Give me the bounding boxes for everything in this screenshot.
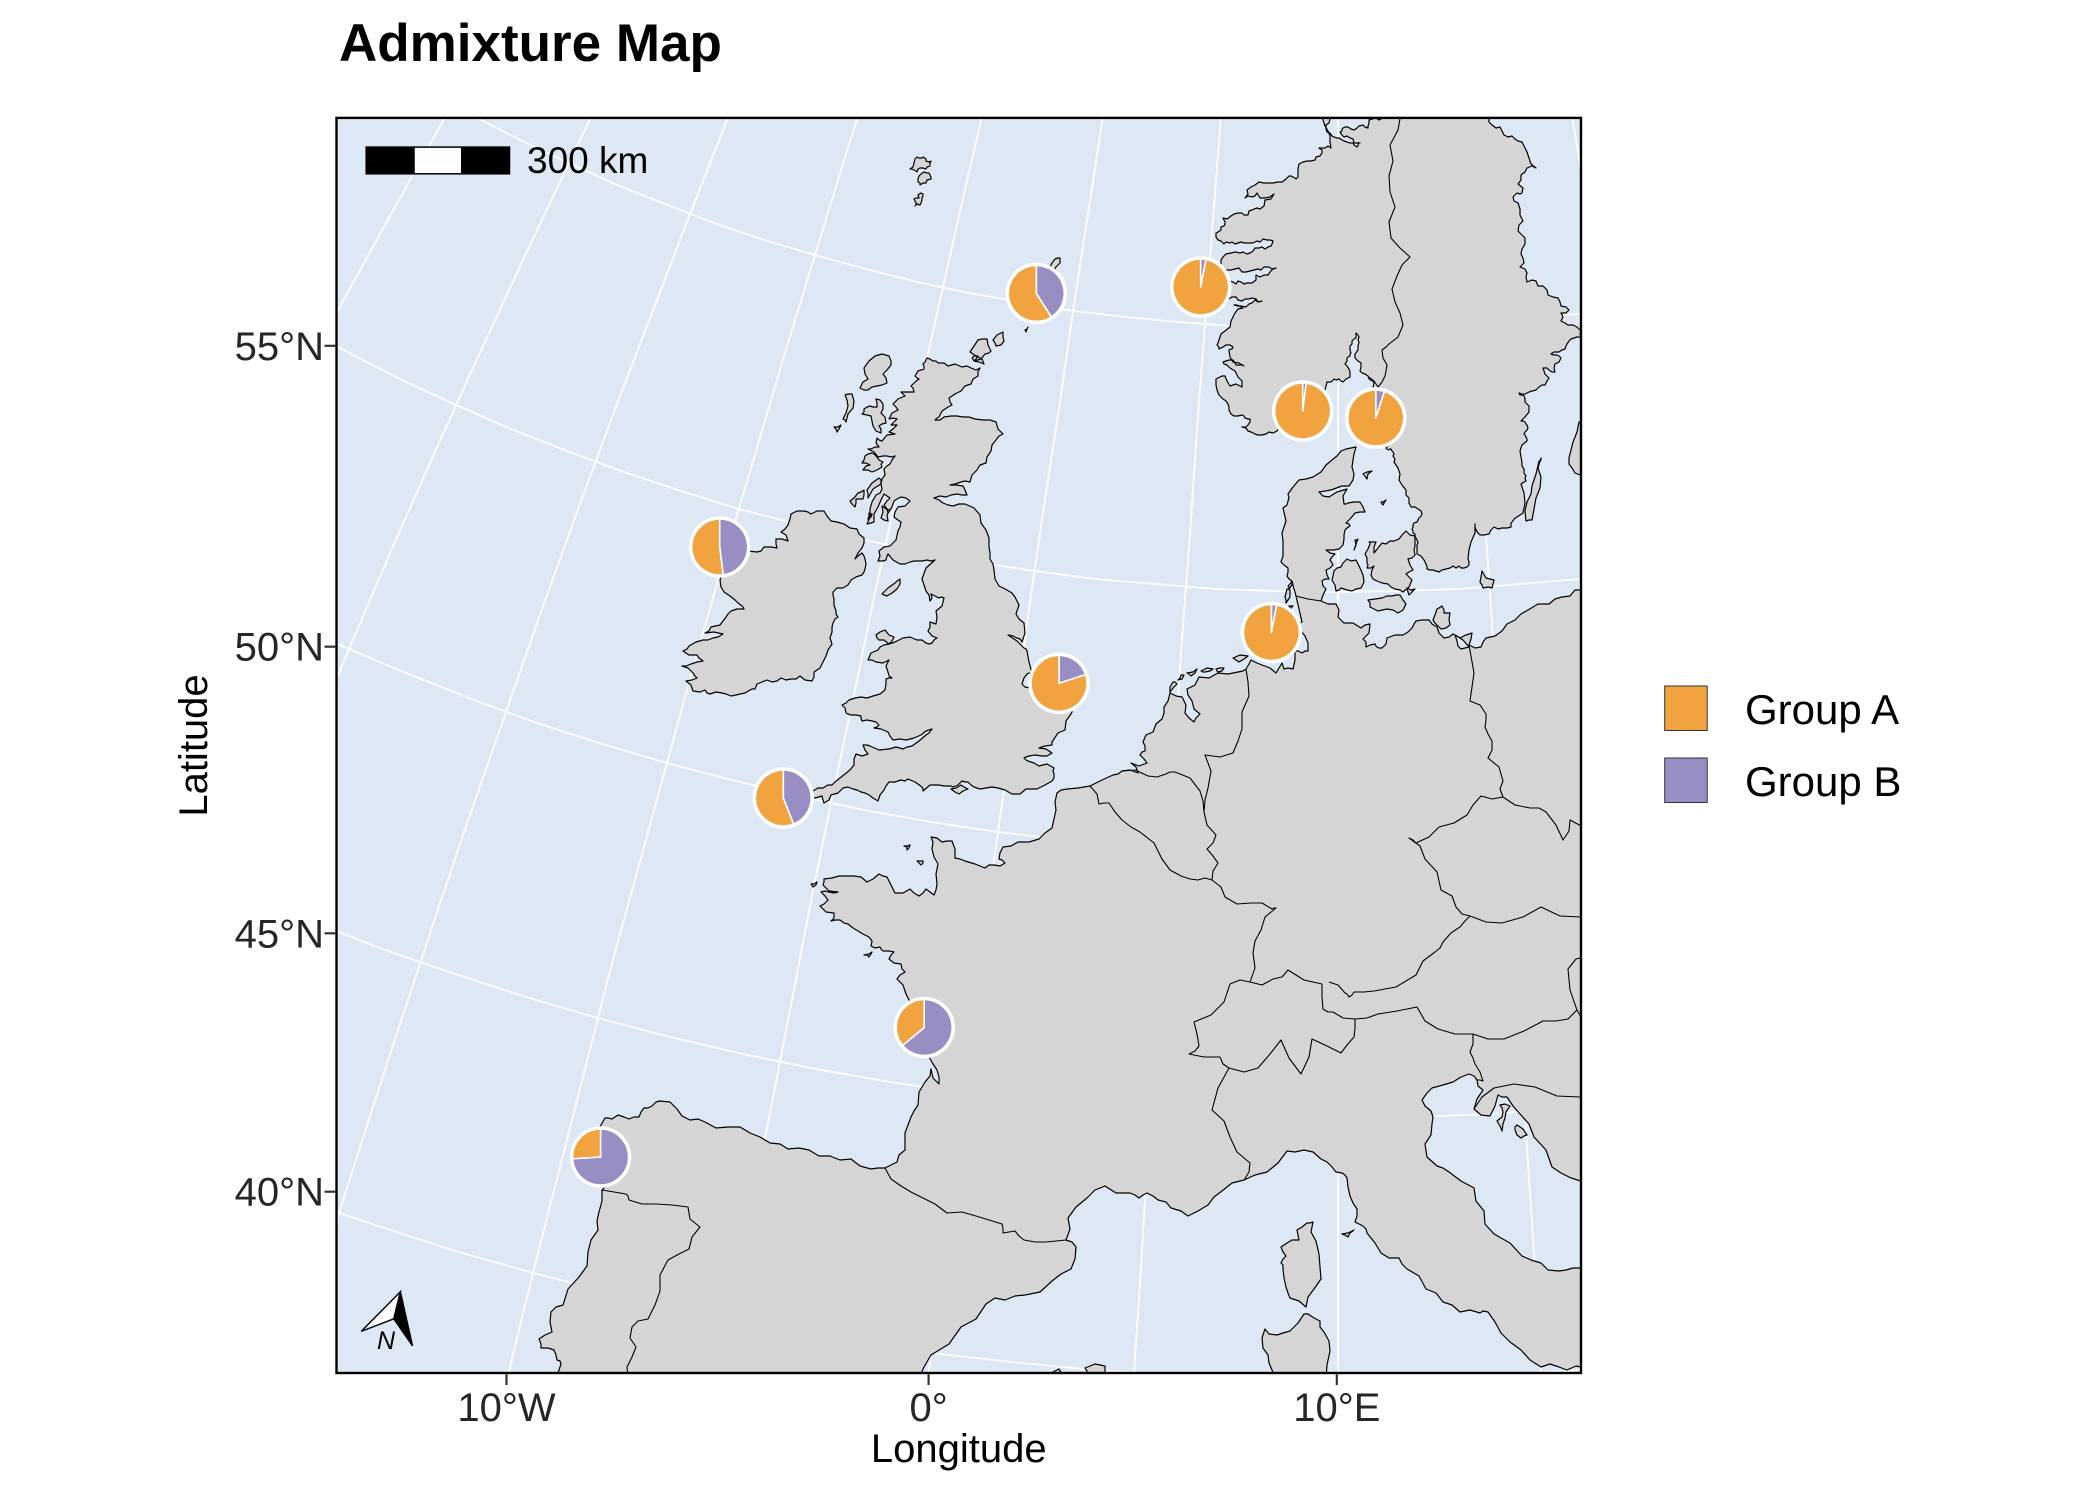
pie-slice-group-b <box>718 518 749 576</box>
x-axis: 10°W 0° 10°E <box>457 1374 1380 1430</box>
page-title: Admixture Map <box>339 14 722 73</box>
scale-bar: 300 km <box>365 140 648 181</box>
scale-bar-segment-2 <box>413 146 463 175</box>
x-tick-label: 0° <box>909 1386 947 1430</box>
pie-slice-group-a <box>1242 603 1301 662</box>
pie-slice-group-a <box>754 769 795 827</box>
pie-marker <box>1005 262 1068 325</box>
x-tick-label: 10°W <box>457 1386 555 1430</box>
pie-slice-group-a <box>1030 654 1088 713</box>
y-tick-label: 50°N <box>235 626 324 670</box>
legend-key-group-b <box>1664 757 1708 803</box>
north-arrow: N <box>360 1289 414 1355</box>
legend-label-group-b: Group B <box>1745 758 1901 805</box>
y-tick-label: 55°N <box>235 325 324 369</box>
pie-slice-group-a <box>690 518 725 576</box>
legend: Group A Group B <box>1664 685 1901 805</box>
pie-marker <box>752 767 815 829</box>
country-borders <box>601 117 1581 1373</box>
scale-bar-segment-3 <box>461 146 511 175</box>
pie-marker <box>1240 601 1303 664</box>
y-axis-title: Latitude <box>172 674 216 816</box>
pie-marker <box>893 996 955 1059</box>
legend-key-group-a <box>1664 685 1708 731</box>
y-axis: 55°N 50°N 45°N 40°N <box>235 325 336 1215</box>
pie-slice-group-b <box>782 769 813 825</box>
pie-markers <box>569 256 1407 1188</box>
x-axis-title: Longitude <box>871 1427 1047 1471</box>
pie-slice-group-a <box>1347 389 1405 447</box>
y-tick-label: 40°N <box>235 1171 324 1215</box>
north-arrow-right-blade <box>393 1291 414 1347</box>
y-tick-label: 45°N <box>235 912 324 956</box>
north-arrow-label: N <box>377 1327 396 1355</box>
pie-marker <box>1169 256 1232 318</box>
pie-marker <box>688 516 751 578</box>
pie-slice-group-b <box>901 998 953 1057</box>
pie-slice-group-a <box>1007 264 1053 323</box>
pie-marker <box>1345 387 1407 449</box>
pie-marker <box>1028 652 1090 715</box>
pie-slice-group-a <box>1273 382 1332 440</box>
legend-label-group-a: Group A <box>1745 686 1899 733</box>
pie-slice-group-a <box>571 1128 602 1160</box>
panel-border <box>335 116 1583 1375</box>
scale-bar-label: 300 km <box>527 140 648 181</box>
pie-marker <box>1271 380 1334 442</box>
pie-marker <box>569 1126 632 1188</box>
x-tick-label: 10°E <box>1293 1386 1380 1430</box>
pie-slice-group-a <box>1171 258 1230 316</box>
pie-slice-group-a <box>895 998 925 1047</box>
scale-bar-segment-1 <box>365 146 415 175</box>
